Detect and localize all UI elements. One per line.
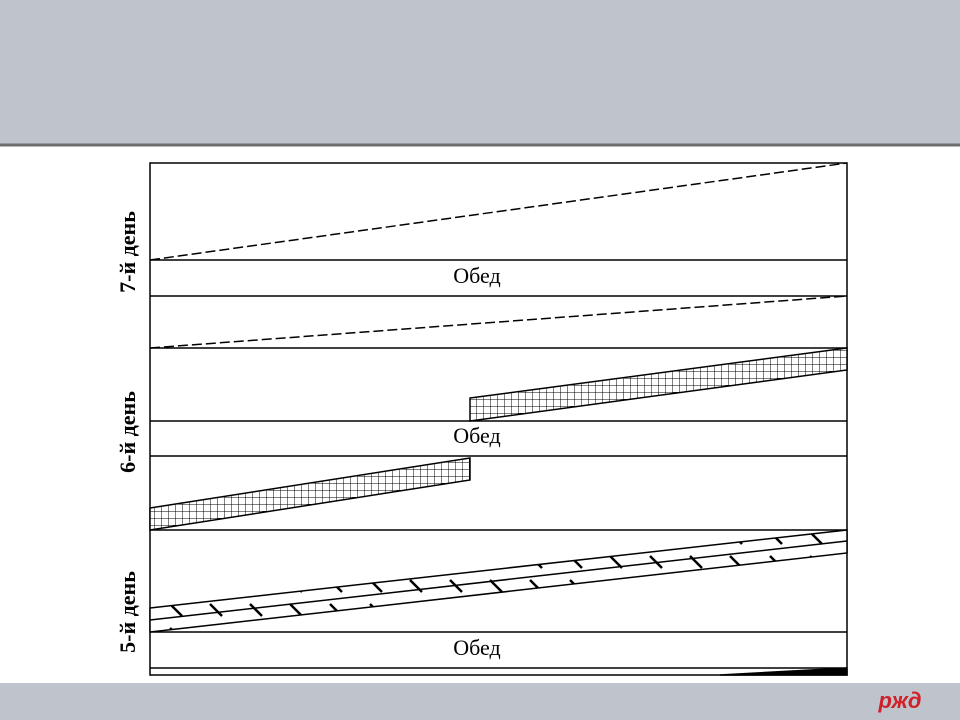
hatched-band (469, 347, 848, 422)
footer-band (0, 683, 960, 720)
lunch-label: Обед (453, 635, 500, 660)
lunch-label: Обед (453, 263, 500, 288)
progress-line (149, 162, 848, 261)
progress-line (149, 295, 848, 349)
corner-mark (719, 667, 848, 676)
mid-line (149, 540, 848, 621)
header-band (0, 0, 960, 145)
hatched-band (149, 457, 471, 531)
day-label: 5-й день (115, 571, 140, 653)
day-label: 6-й день (115, 391, 140, 473)
diagram (149, 162, 848, 676)
day-label: 7-й день (115, 211, 140, 293)
lunch-label: Обед (453, 423, 500, 448)
logo: ржд (878, 688, 922, 713)
frame (149, 162, 848, 676)
